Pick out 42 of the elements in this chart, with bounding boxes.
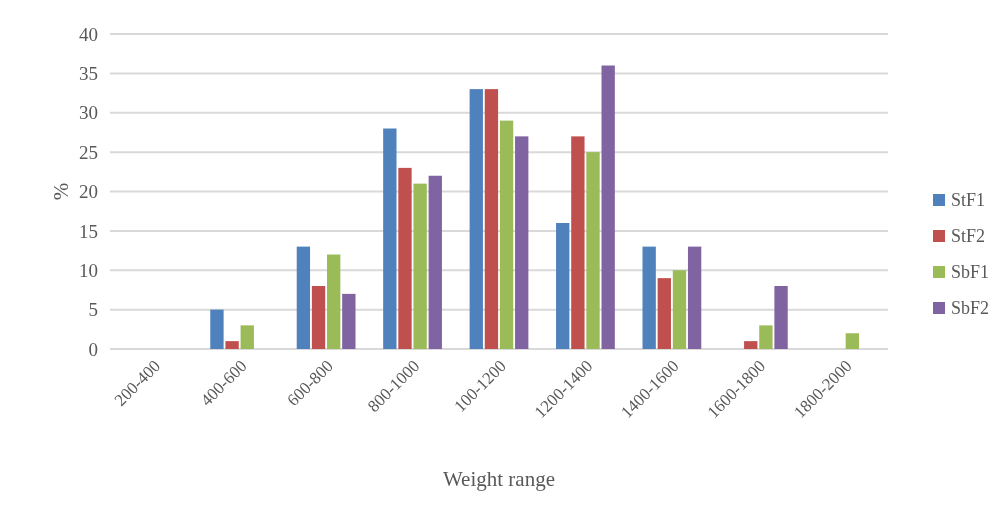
bar <box>311 286 326 349</box>
bar <box>484 89 499 349</box>
legend-label: SbF2 <box>951 298 990 319</box>
bar <box>428 175 442 349</box>
bar <box>845 333 860 349</box>
y-tick-label: 5 <box>88 299 98 321</box>
y-tick-label: 15 <box>79 220 98 242</box>
bar <box>469 89 483 349</box>
bar <box>687 246 702 349</box>
bar <box>499 120 514 349</box>
bar <box>327 254 341 349</box>
bar <box>774 286 788 349</box>
y-tick-label: 0 <box>88 338 98 360</box>
y-tick-label: 40 <box>79 23 98 45</box>
y-tick-label: 35 <box>79 63 98 85</box>
legend-label: SbF1 <box>951 262 990 283</box>
y-tick-label: 10 <box>79 259 98 281</box>
bar <box>657 278 671 349</box>
bar <box>672 270 687 349</box>
bar <box>515 136 529 349</box>
bar <box>225 341 239 349</box>
bar <box>210 309 224 349</box>
bar <box>342 293 356 349</box>
bar <box>601 65 615 349</box>
y-axis-title: % <box>49 182 73 201</box>
bar <box>296 246 311 349</box>
y-tick-label: 30 <box>79 102 98 124</box>
y-tick-label: 25 <box>79 141 98 163</box>
x-axis-title: Weight range <box>442 467 556 491</box>
bar <box>556 223 570 349</box>
bar <box>240 325 254 349</box>
legend-label: StF2 <box>951 226 986 247</box>
bar <box>413 183 427 349</box>
legend-label: StF1 <box>951 190 986 211</box>
bar <box>759 325 773 349</box>
bar <box>571 136 585 349</box>
y-tick-label: 20 <box>79 181 98 203</box>
bar <box>383 128 397 349</box>
bar <box>744 341 758 349</box>
bar <box>586 152 600 349</box>
bar <box>398 167 412 349</box>
bar <box>642 246 656 349</box>
